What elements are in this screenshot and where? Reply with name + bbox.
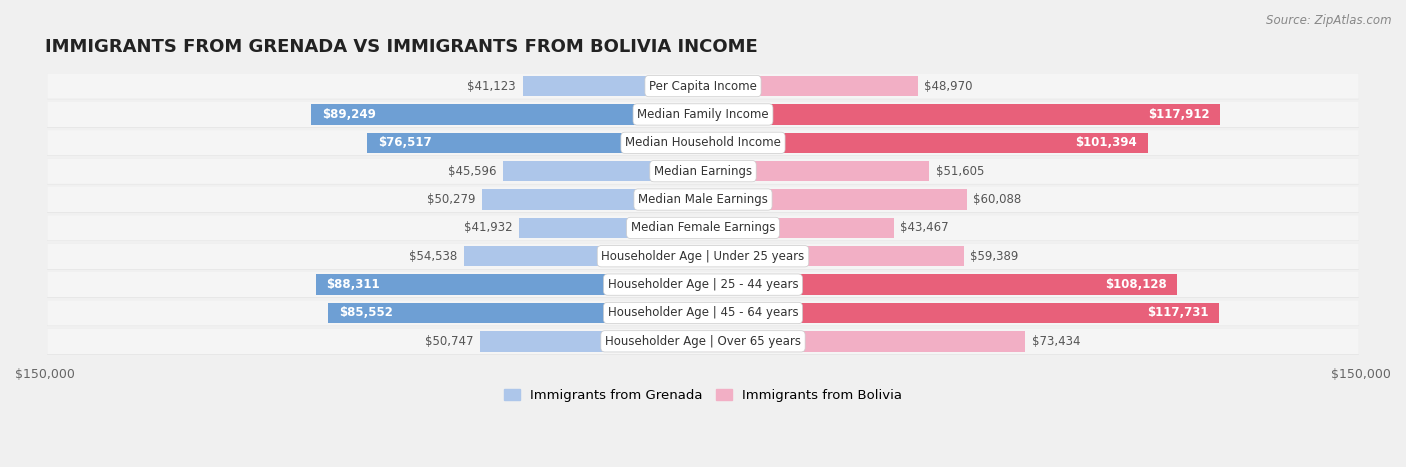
FancyBboxPatch shape	[48, 187, 1358, 212]
Text: $50,279: $50,279	[427, 193, 475, 206]
Bar	[703, 275, 1177, 295]
Text: $85,552: $85,552	[339, 306, 392, 319]
Text: Median Female Earnings: Median Female Earnings	[631, 221, 775, 234]
Text: Householder Age | Under 25 years: Householder Age | Under 25 years	[602, 250, 804, 263]
Text: IMMIGRANTS FROM GRENADA VS IMMIGRANTS FROM BOLIVIA INCOME: IMMIGRANTS FROM GRENADA VS IMMIGRANTS FR…	[45, 38, 758, 57]
Text: Householder Age | Over 65 years: Householder Age | Over 65 years	[605, 335, 801, 348]
Text: $89,249: $89,249	[322, 108, 377, 121]
Legend: Immigrants from Grenada, Immigrants from Bolivia: Immigrants from Grenada, Immigrants from…	[499, 384, 907, 408]
Bar	[703, 218, 894, 238]
Bar	[315, 275, 703, 295]
FancyBboxPatch shape	[48, 74, 1358, 99]
Bar	[703, 133, 1147, 153]
Text: $101,394: $101,394	[1076, 136, 1137, 149]
Bar	[703, 161, 929, 181]
FancyBboxPatch shape	[48, 73, 1358, 99]
Text: $50,747: $50,747	[425, 335, 474, 348]
FancyBboxPatch shape	[48, 329, 1358, 354]
Text: $48,970: $48,970	[924, 79, 973, 92]
FancyBboxPatch shape	[48, 244, 1358, 269]
Bar	[703, 104, 1220, 125]
Bar	[703, 246, 963, 267]
Bar	[328, 303, 703, 323]
Text: $41,932: $41,932	[464, 221, 512, 234]
Text: $117,731: $117,731	[1147, 306, 1209, 319]
Bar	[481, 331, 703, 352]
FancyBboxPatch shape	[48, 158, 1358, 184]
Text: $54,538: $54,538	[409, 250, 457, 263]
FancyBboxPatch shape	[48, 102, 1358, 127]
Text: $88,311: $88,311	[326, 278, 380, 291]
FancyBboxPatch shape	[48, 215, 1358, 241]
FancyBboxPatch shape	[48, 329, 1358, 354]
Text: $76,517: $76,517	[378, 136, 432, 149]
FancyBboxPatch shape	[48, 272, 1358, 297]
Bar	[519, 218, 703, 238]
Text: Householder Age | 25 - 44 years: Householder Age | 25 - 44 years	[607, 278, 799, 291]
Bar	[703, 76, 918, 96]
Text: $51,605: $51,605	[936, 165, 984, 177]
Text: Source: ZipAtlas.com: Source: ZipAtlas.com	[1267, 14, 1392, 27]
Bar	[503, 161, 703, 181]
Text: Householder Age | 45 - 64 years: Householder Age | 45 - 64 years	[607, 306, 799, 319]
FancyBboxPatch shape	[48, 102, 1358, 127]
Text: $117,912: $117,912	[1147, 108, 1209, 121]
Bar	[464, 246, 703, 267]
Bar	[482, 189, 703, 210]
Bar	[703, 303, 1219, 323]
Bar	[367, 133, 703, 153]
Text: $60,088: $60,088	[973, 193, 1021, 206]
Text: Per Capita Income: Per Capita Income	[650, 79, 756, 92]
Bar	[703, 331, 1025, 352]
FancyBboxPatch shape	[48, 215, 1358, 241]
FancyBboxPatch shape	[48, 130, 1358, 156]
Bar	[703, 189, 966, 210]
FancyBboxPatch shape	[48, 130, 1358, 156]
FancyBboxPatch shape	[48, 300, 1358, 326]
Text: $59,389: $59,389	[970, 250, 1018, 263]
Text: Median Earnings: Median Earnings	[654, 165, 752, 177]
FancyBboxPatch shape	[48, 187, 1358, 212]
Bar	[523, 76, 703, 96]
Text: Median Male Earnings: Median Male Earnings	[638, 193, 768, 206]
Bar	[312, 104, 703, 125]
FancyBboxPatch shape	[48, 272, 1358, 297]
FancyBboxPatch shape	[48, 159, 1358, 184]
Text: $108,128: $108,128	[1105, 278, 1167, 291]
Text: $45,596: $45,596	[449, 165, 496, 177]
Text: Median Household Income: Median Household Income	[626, 136, 780, 149]
Text: Median Family Income: Median Family Income	[637, 108, 769, 121]
FancyBboxPatch shape	[48, 300, 1358, 325]
Text: $43,467: $43,467	[900, 221, 949, 234]
FancyBboxPatch shape	[48, 243, 1358, 269]
Text: $73,434: $73,434	[1032, 335, 1080, 348]
Text: $41,123: $41,123	[467, 79, 516, 92]
